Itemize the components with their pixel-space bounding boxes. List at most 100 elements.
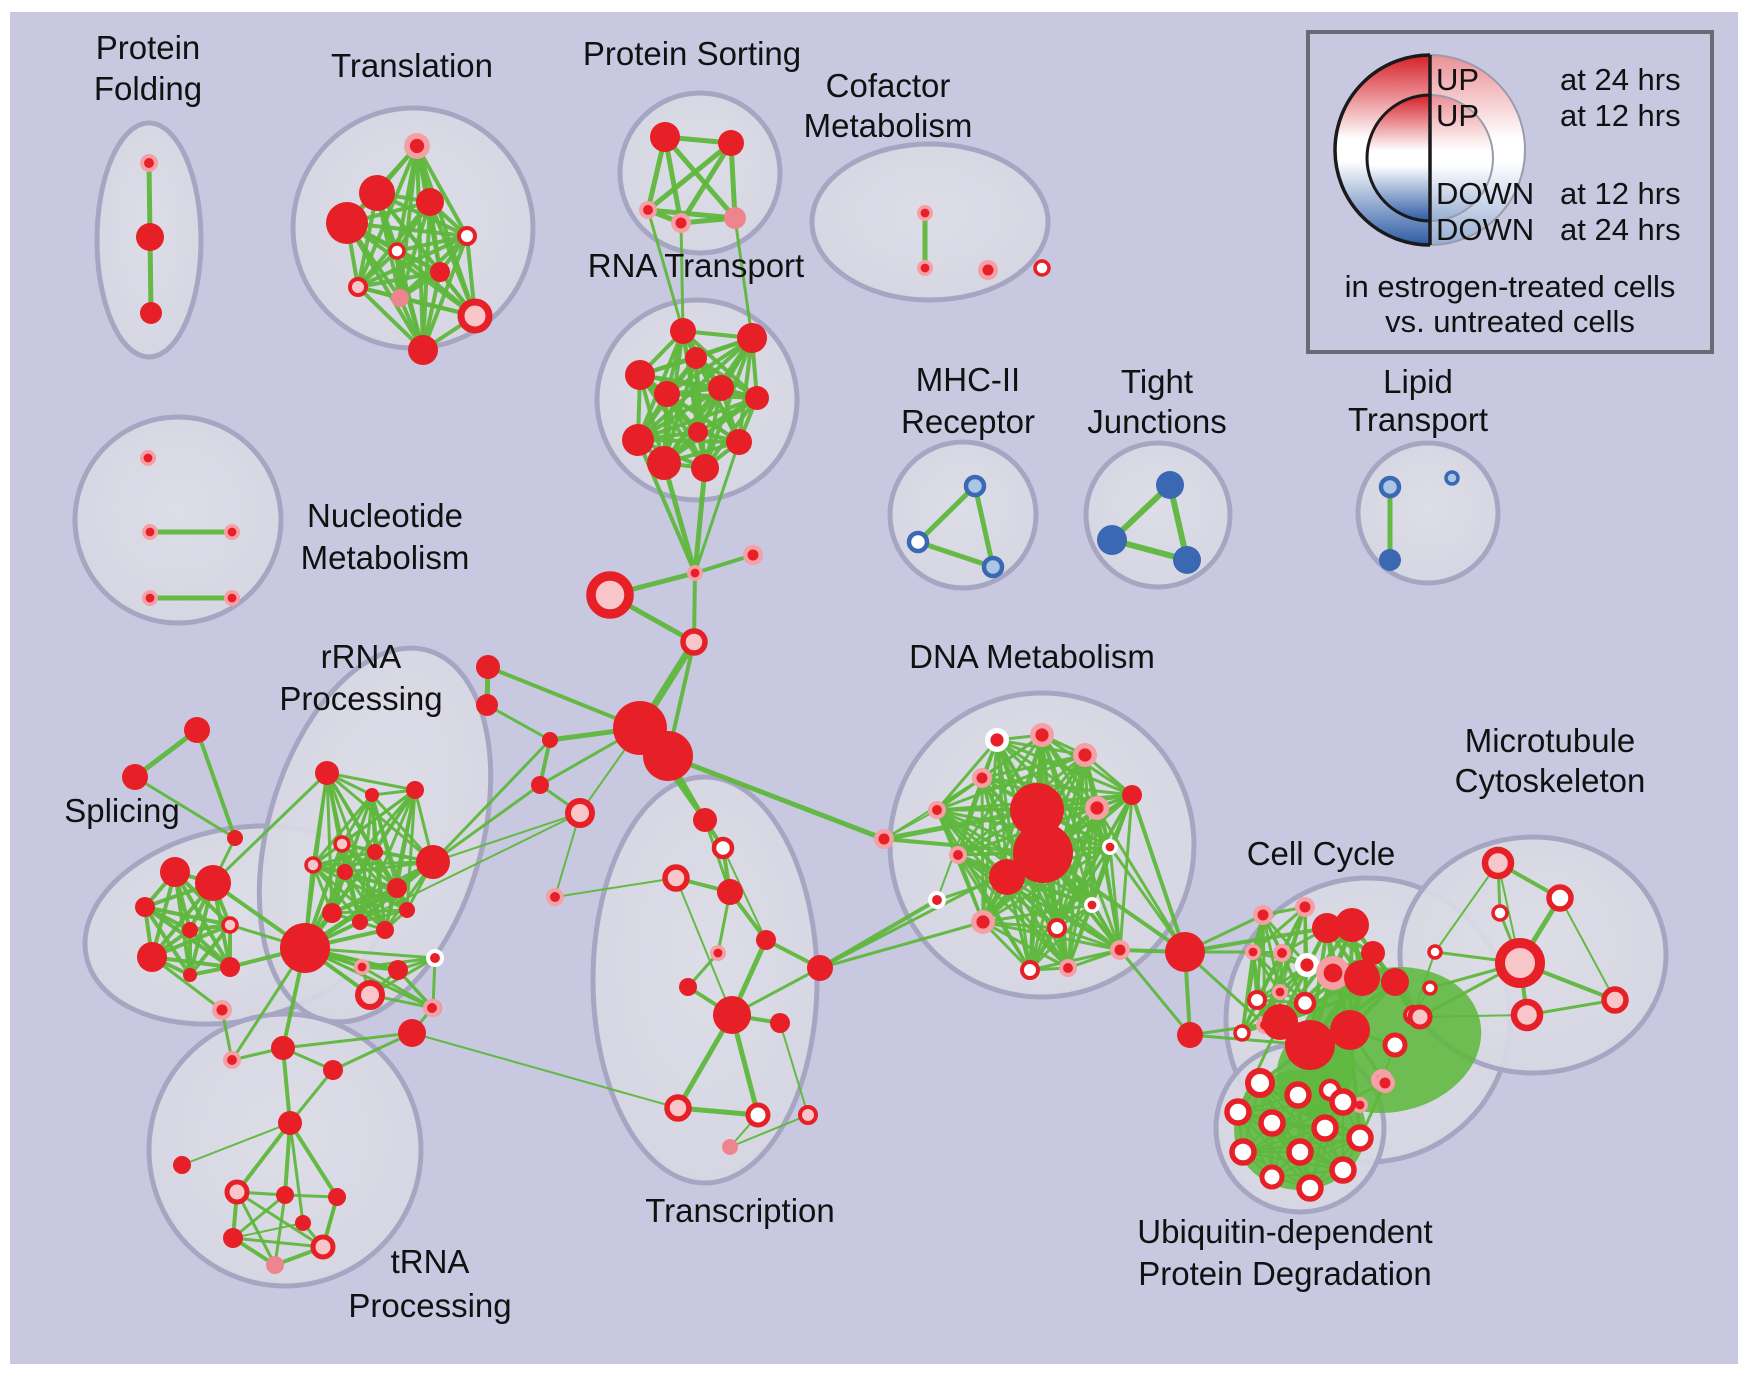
node: [565, 798, 595, 828]
cluster-label-protein-folding: Protein: [96, 29, 201, 66]
node: [1087, 900, 1097, 910]
node: [664, 1094, 692, 1122]
node: [1495, 938, 1545, 988]
cluster-labels-layer: Protein Folding Translation Protein Sorting…: [64, 29, 1645, 1324]
edge: [231, 1193, 287, 1240]
node: [355, 980, 385, 1010]
node: [690, 568, 700, 578]
node: [337, 864, 353, 880]
node: [184, 717, 210, 743]
edge: [281, 1046, 292, 1125]
node: [1379, 549, 1401, 571]
edge: [232, 1222, 304, 1239]
node: [531, 776, 549, 794]
node: [144, 158, 154, 168]
node: [756, 930, 776, 950]
node: [654, 381, 680, 407]
edge: [1108, 845, 1122, 952]
node: [1248, 947, 1258, 957]
node: [745, 386, 769, 410]
edge: [133, 775, 237, 840]
node: [409, 138, 425, 154]
edge: [1055, 753, 1087, 930]
node: [963, 474, 987, 498]
node: [388, 242, 406, 260]
node: [310, 1234, 336, 1260]
cluster-blob-cofactor-metabolism: [809, 141, 1051, 303]
node: [953, 850, 963, 860]
node: [1335, 908, 1369, 942]
node: [476, 655, 500, 679]
node: [976, 915, 990, 929]
node: [391, 289, 409, 307]
edge: [1559, 897, 1616, 1001]
node: [333, 835, 351, 853]
edge: [980, 753, 1087, 780]
node: [326, 202, 368, 244]
node: [1010, 783, 1064, 837]
edge: [661, 460, 698, 576]
node: [1284, 1081, 1312, 1109]
edge: [411, 1032, 679, 1109]
node: [1379, 1077, 1391, 1089]
node: [1312, 913, 1342, 943]
edge: [733, 216, 754, 340]
edge: [1108, 845, 1187, 954]
node: [136, 223, 164, 251]
edge: [956, 853, 1032, 972]
node: [1247, 990, 1267, 1010]
node: [323, 1060, 343, 1080]
cluster-label-trna-processing: tRNA: [391, 1243, 470, 1280]
edge: [1419, 1014, 1528, 1018]
cluster-label-mhc-ii-receptor: MHC-II: [916, 361, 1020, 398]
cluster-label-mhc-ii-receptor: Receptor: [901, 403, 1035, 440]
node: [1257, 909, 1269, 921]
edge: [143, 905, 232, 927]
edge: [636, 396, 759, 442]
edge: [173, 870, 192, 977]
cluster-label-nucleotide-metabolism: Metabolism: [301, 539, 470, 576]
cluster-blob-mhc-ii-receptor: [887, 439, 1039, 591]
edge: [358, 908, 409, 924]
node: [416, 845, 450, 879]
node: [430, 953, 440, 963]
node: [1300, 958, 1314, 972]
edge: [665, 753, 887, 842]
node: [1229, 1138, 1257, 1166]
node: [1097, 525, 1127, 555]
node: [430, 262, 450, 282]
node: [145, 593, 155, 603]
edge: [980, 776, 985, 924]
node: [1275, 987, 1285, 997]
node: [1165, 932, 1205, 972]
edge: [1251, 950, 1307, 1005]
node: [1381, 968, 1409, 996]
cluster-label-lipid-transport: Lipid: [1383, 363, 1453, 400]
edge: [972, 483, 996, 570]
legend-up-12-time: at 12 hrs: [1560, 98, 1681, 133]
legend-up-24-label: UP: [1436, 62, 1479, 97]
node: [650, 122, 680, 152]
node: [1382, 1032, 1408, 1058]
edge: [311, 793, 374, 867]
edge: [636, 438, 741, 444]
node: [717, 879, 743, 905]
node: [348, 277, 368, 297]
node: [1510, 998, 1544, 1032]
node: [1601, 986, 1629, 1014]
node: [1407, 1004, 1433, 1030]
edge: [646, 208, 685, 333]
node: [747, 549, 759, 561]
node: [220, 957, 240, 977]
node: [1173, 546, 1201, 574]
legend: UP at 24 hrs UP at 12 hrs DOWN at 12 hrs…: [1306, 30, 1714, 354]
node: [685, 347, 707, 369]
node: [376, 921, 394, 939]
node: [276, 1186, 294, 1204]
cluster-label-protein-sorting: Protein Sorting: [583, 35, 801, 72]
node: [266, 1256, 284, 1274]
edge: [779, 1022, 809, 1116]
edge: [273, 1193, 287, 1267]
edge: [636, 386, 723, 442]
